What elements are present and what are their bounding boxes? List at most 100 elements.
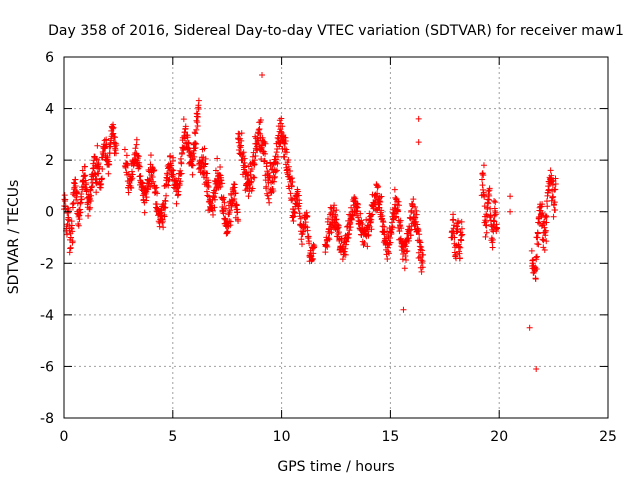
data-point [227, 218, 234, 225]
data-point [90, 165, 97, 172]
data-point [238, 137, 245, 144]
data-point [285, 163, 292, 170]
data-point [400, 306, 407, 313]
data-point [184, 134, 191, 141]
data-point [369, 211, 376, 218]
data-point [283, 146, 290, 153]
data-point [306, 240, 313, 247]
data-point [212, 190, 219, 197]
data-point [137, 173, 144, 180]
data-point [156, 223, 163, 230]
points-layer [61, 72, 559, 373]
data-point [195, 97, 202, 104]
data-point [295, 205, 302, 212]
data-point [458, 225, 465, 232]
data-point [162, 198, 169, 205]
data-point [99, 175, 106, 182]
data-point [262, 150, 269, 157]
data-point [112, 134, 118, 141]
data-point [494, 225, 501, 232]
data-point [182, 123, 189, 130]
data-point [162, 204, 169, 211]
data-point [489, 244, 496, 251]
data-point [379, 223, 386, 230]
data-point [151, 167, 158, 174]
data-point [334, 221, 341, 228]
data-point [480, 162, 487, 169]
data-point [163, 192, 170, 199]
data-point [217, 183, 224, 190]
data-point [257, 117, 264, 124]
data-point [204, 192, 211, 199]
data-point [457, 244, 464, 251]
data-point [242, 162, 249, 169]
data-point [389, 224, 396, 231]
data-point [101, 137, 108, 144]
data-point [451, 234, 458, 241]
x-axis-title: GPS time / hours [277, 459, 394, 475]
data-point [259, 134, 266, 141]
data-point [543, 238, 550, 245]
data-point [451, 222, 458, 229]
data-point [228, 191, 235, 198]
data-point [459, 231, 466, 238]
data-point [296, 200, 303, 207]
data-point [375, 183, 382, 190]
data-point [89, 165, 96, 172]
plot-frame [63, 56, 609, 419]
data-point [544, 203, 551, 210]
data-point [374, 190, 381, 197]
data-point [450, 211, 457, 218]
data-point [419, 258, 426, 265]
data-point [112, 150, 119, 157]
data-point [274, 160, 281, 167]
data-point [361, 239, 368, 246]
data-point [357, 210, 364, 217]
data-point [415, 249, 422, 256]
data-point [420, 251, 427, 258]
data-point [354, 201, 361, 208]
data-point [279, 123, 286, 130]
data-point [397, 217, 404, 224]
data-point [191, 145, 198, 152]
data-point [403, 257, 410, 264]
chart-title: Day 358 of 2016, Sidereal Day-to-day VTE… [48, 23, 624, 39]
data-point [407, 232, 414, 239]
data-point [415, 115, 422, 122]
data-point [489, 236, 496, 243]
data-point [299, 241, 306, 248]
data-point [391, 186, 398, 193]
data-point [330, 207, 337, 214]
data-point [170, 171, 177, 178]
data-point [86, 206, 93, 213]
data-point [173, 200, 180, 207]
data-point [412, 214, 419, 221]
data-point [283, 149, 290, 156]
data-point [288, 183, 295, 190]
y-tick-label: 4 [45, 102, 54, 118]
data-point [548, 197, 555, 204]
data-point [413, 211, 420, 218]
data-point [255, 127, 262, 134]
data-point [348, 216, 355, 223]
data-point [113, 142, 120, 149]
data-point [263, 160, 270, 167]
data-point [304, 213, 311, 220]
data-point [533, 256, 540, 263]
data-point [491, 198, 498, 205]
data-point [359, 221, 366, 228]
data-point [159, 218, 166, 225]
data-point [249, 185, 256, 192]
data-point [534, 230, 541, 237]
data-point [393, 213, 400, 220]
data-point [483, 222, 490, 229]
data-point [76, 216, 83, 223]
data-point [378, 207, 385, 214]
data-point [298, 236, 305, 243]
data-point [539, 201, 546, 208]
data-point [194, 113, 201, 120]
data-point [311, 243, 318, 250]
data-point [232, 190, 239, 197]
data-point [141, 209, 148, 216]
data-point [526, 324, 533, 331]
